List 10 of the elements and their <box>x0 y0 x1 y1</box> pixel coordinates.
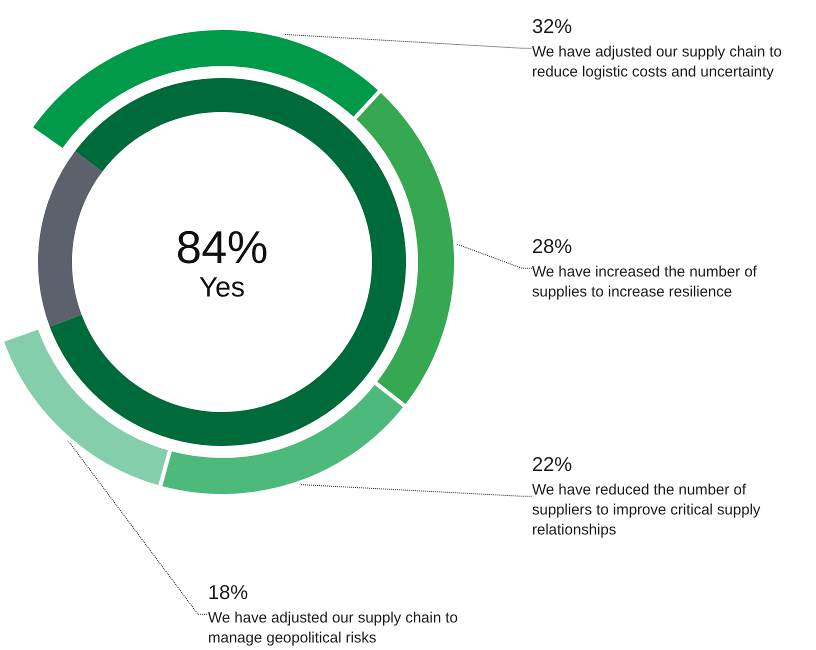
slice-label: Yes <box>199 272 245 302</box>
slice-label: We have adjusted our supply chain to manage geopolitical risks <box>208 610 458 646</box>
slice-label: We have reduced the number of suppliers to improve critical supply relationships <box>532 482 761 538</box>
data-label: 28% <box>532 236 572 258</box>
slice-label: We have adjusted our supply chain to reduce logistic costs and uncertainty <box>532 44 782 80</box>
data-label: 32% <box>532 16 572 38</box>
data-label: 84% <box>176 221 268 273</box>
data-label: 18% <box>208 582 248 604</box>
data-label: 22% <box>532 454 572 476</box>
slice-label: We have increased the number of supplies to increase resilience <box>532 264 758 300</box>
